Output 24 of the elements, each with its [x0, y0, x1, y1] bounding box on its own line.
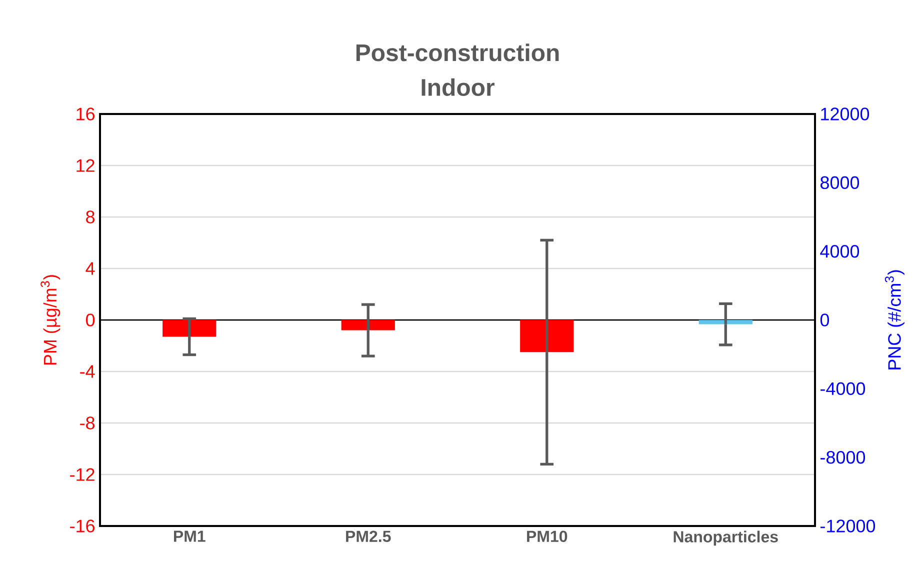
- y2-axis-title: PNC (#/cm$^{3}$): [884, 270, 904, 370]
- y2-tick-label: -8000: [820, 450, 866, 464]
- y-tick-label: 4: [86, 262, 95, 275]
- y-tick-label: 16: [76, 108, 94, 120]
- y2-tick-label: 4000: [820, 244, 860, 258]
- y-tick-label: 12: [76, 159, 94, 172]
- y-tick-label: -16: [70, 520, 94, 532]
- x-tick-label: PM2.5: [346, 530, 391, 542]
- y-tick-label: -4: [80, 365, 95, 378]
- y2-tick-label: 8000: [820, 176, 860, 190]
- x-tick-label: Nanoparticles: [674, 530, 778, 546]
- x-tick-label: PM10: [527, 530, 568, 542]
- y-tick-label: -12: [70, 468, 94, 481]
- x-tick-label: PM1: [174, 530, 206, 542]
- y2-tick-label: 0: [820, 314, 830, 326]
- y-tick-label: 8: [86, 210, 95, 224]
- chart-subtitle: Indoor: [422, 78, 494, 96]
- y2-tick-label: -4000: [820, 382, 866, 396]
- y-tick-label: 0: [86, 314, 95, 326]
- y-tick-label: -8: [80, 416, 95, 430]
- y-axis-title: PM (µg/m$^{3}$): [40, 275, 60, 365]
- y2-tick-label: -12000: [820, 520, 876, 532]
- chart-title: Post-construction: [356, 44, 559, 62]
- y2-tick-label: 12000: [821, 108, 870, 120]
